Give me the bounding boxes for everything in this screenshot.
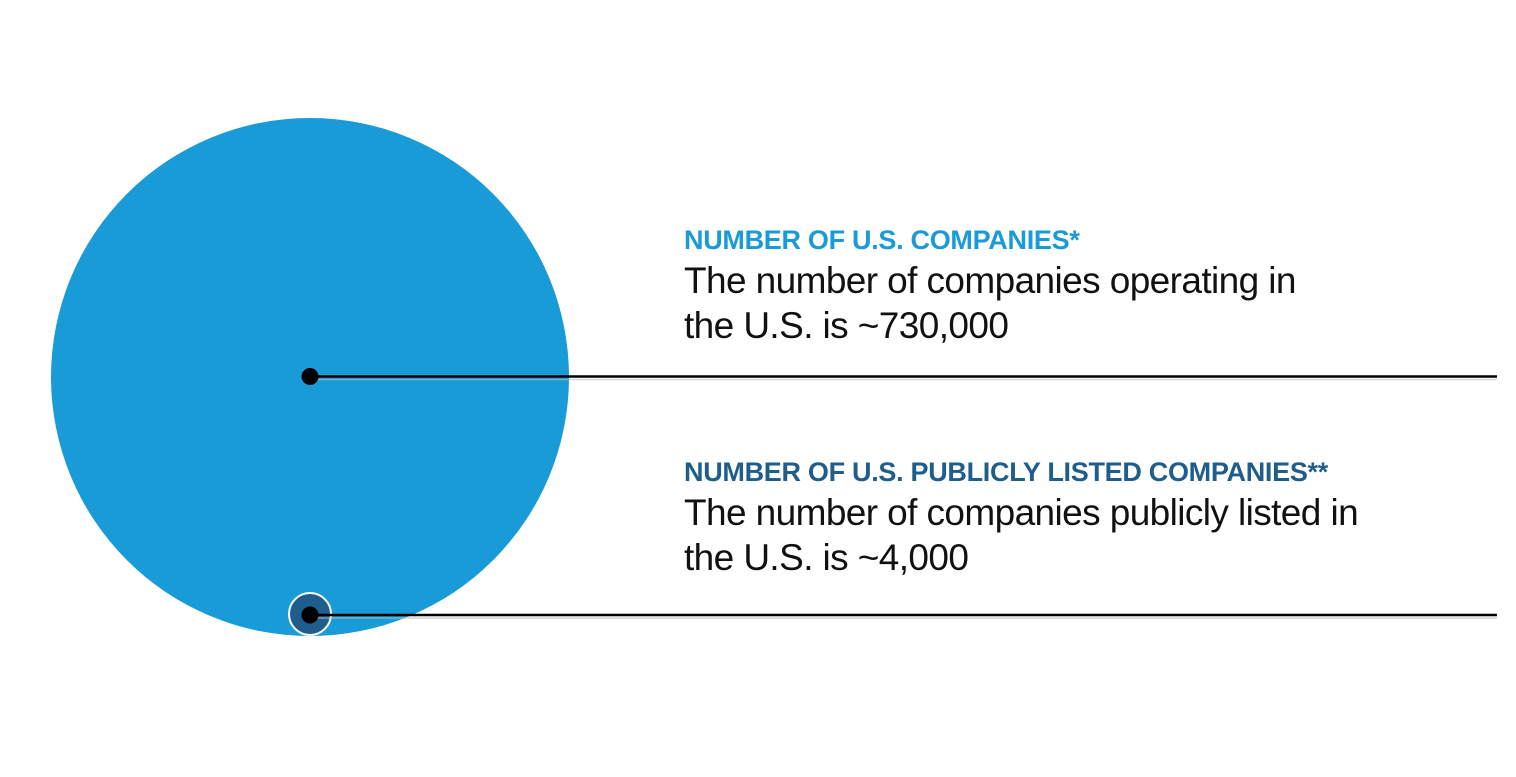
listed-companies-anchor-dot xyxy=(301,606,319,624)
us-companies-description-line2: the U.S. is ~730,000 xyxy=(684,305,1009,346)
listed-companies-description: The number of companies publicly listed … xyxy=(684,490,1359,580)
listed-companies-description-line2: the U.S. is ~4,000 xyxy=(684,537,969,578)
us-companies-anchor-dot xyxy=(301,368,319,385)
us-companies-description: The number of companies operating in the… xyxy=(684,258,1296,348)
us-companies-title: NUMBER OF U.S. COMPANIES* xyxy=(684,225,1080,255)
listed-companies-title: NUMBER OF U.S. PUBLICLY LISTED COMPANIES… xyxy=(684,457,1328,487)
us-companies-description-line1: The number of companies operating in xyxy=(684,260,1296,301)
listed-companies-description-line1: The number of companies publicly listed … xyxy=(684,492,1359,533)
